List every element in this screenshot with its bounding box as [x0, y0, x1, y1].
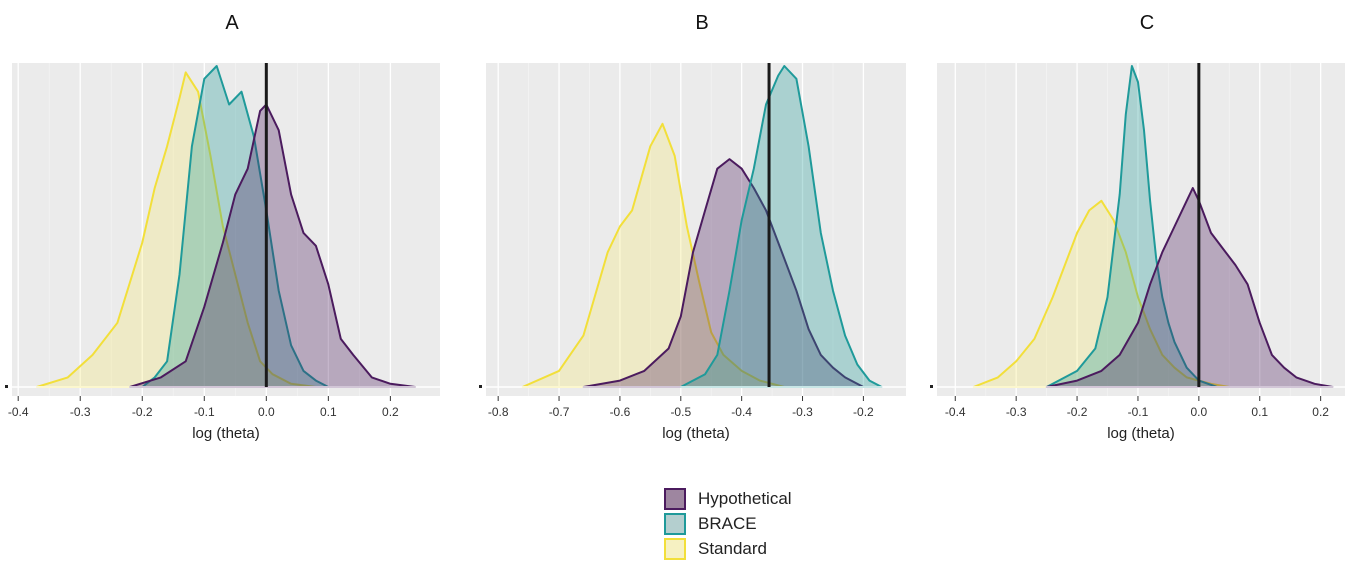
x-tick-label-b: -0.6 [610, 405, 631, 419]
legend-swatch-standard [664, 537, 686, 560]
legend-label-hypothetical: Hypothetical [698, 488, 792, 508]
density-area-c-standard [972, 199, 1231, 388]
x-tick-label-c: -0.3 [1006, 405, 1027, 419]
x-tick-label-c: -0.2 [1067, 405, 1088, 419]
x-tick-label-b: -0.2 [853, 405, 874, 419]
x-tick-label-a: -0.1 [194, 405, 215, 419]
legend-label-brace: BRACE [698, 513, 757, 533]
legend-item-standard: Standard [664, 536, 792, 561]
x-tick-label-b: -0.8 [488, 405, 509, 419]
legend: Hypothetical BRACE Standard [664, 486, 792, 561]
density-area-a-standard [35, 71, 317, 388]
y-tick-mark-c [930, 385, 933, 388]
x-axis-label-a: log (theta) [192, 425, 260, 442]
density-area-c-brace [1045, 65, 1219, 388]
density-area-b-brace [679, 65, 883, 388]
x-tick-label-c: 0.0 [1191, 405, 1208, 419]
x-tick-label-a: -0.3 [70, 405, 91, 419]
y-tick-mark-a [5, 385, 8, 388]
legend-item-hypothetical: Hypothetical [664, 486, 792, 511]
panel-background-c [937, 63, 1345, 396]
x-tick-label-a: 0.2 [382, 405, 399, 419]
x-tick-label-c: 0.1 [1251, 405, 1268, 419]
x-tick-label-b: -0.3 [792, 405, 813, 419]
x-tick-label-c: 0.2 [1312, 405, 1329, 419]
x-tick-label-a: -0.4 [8, 405, 29, 419]
legend-item-brace: BRACE [664, 511, 792, 536]
x-tick-label-a: 0.1 [320, 405, 337, 419]
legend-swatch-hypothetical [664, 487, 686, 510]
y-tick-mark-b [479, 385, 482, 388]
x-tick-label-c: -0.1 [1128, 405, 1149, 419]
density-area-c-hypothetical [1045, 187, 1334, 388]
legend-label-standard: Standard [698, 538, 767, 558]
x-tick-label-b: -0.5 [670, 405, 691, 419]
x-tick-label-b: -0.7 [549, 405, 570, 419]
density-area-b-hypothetical [582, 158, 865, 388]
panel-title-b: B [695, 12, 708, 34]
panel-title-c: C [1140, 12, 1154, 34]
x-tick-label-a: 0.0 [258, 405, 275, 419]
x-tick-label-b: -0.4 [731, 405, 752, 419]
x-tick-label-c: -0.4 [945, 405, 966, 419]
x-axis-label-c: log (theta) [1107, 425, 1175, 442]
density-area-a-brace [141, 65, 330, 388]
x-tick-label-a: -0.2 [132, 405, 153, 419]
legend-swatch-brace [664, 512, 686, 535]
panel-background-b [486, 63, 906, 396]
density-area-b-standard [521, 122, 786, 388]
density-area-a-hypothetical [128, 103, 417, 388]
x-axis-label-b: log (theta) [662, 425, 730, 442]
panel-title-a: A [225, 12, 239, 34]
